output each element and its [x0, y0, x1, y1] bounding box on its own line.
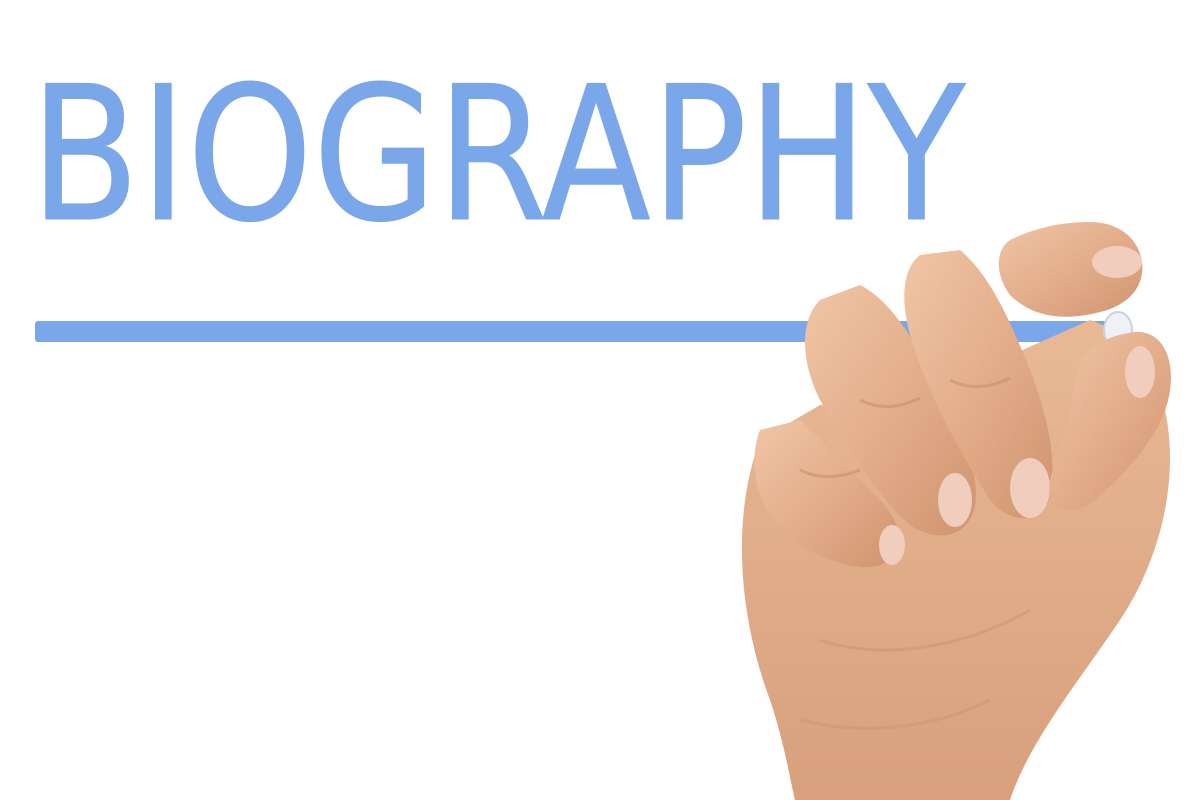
index-fingernail	[1010, 458, 1050, 518]
thumbnail	[1125, 346, 1155, 398]
ring-finger	[754, 420, 899, 568]
ring-fingernail	[879, 525, 905, 565]
middle-finger	[805, 285, 976, 536]
top-finger	[998, 222, 1143, 317]
biography-headline: BIOGRAPHY	[30, 46, 966, 264]
index-finger	[904, 250, 1053, 519]
knuckle-crease	[799, 468, 861, 479]
knuckle-crease	[859, 396, 921, 409]
palm-crease	[799, 698, 991, 730]
palm-crease	[819, 608, 1031, 652]
knuckle-crease	[949, 376, 1011, 389]
middle-fingernail	[938, 473, 972, 527]
top-fingernail	[1092, 246, 1142, 278]
